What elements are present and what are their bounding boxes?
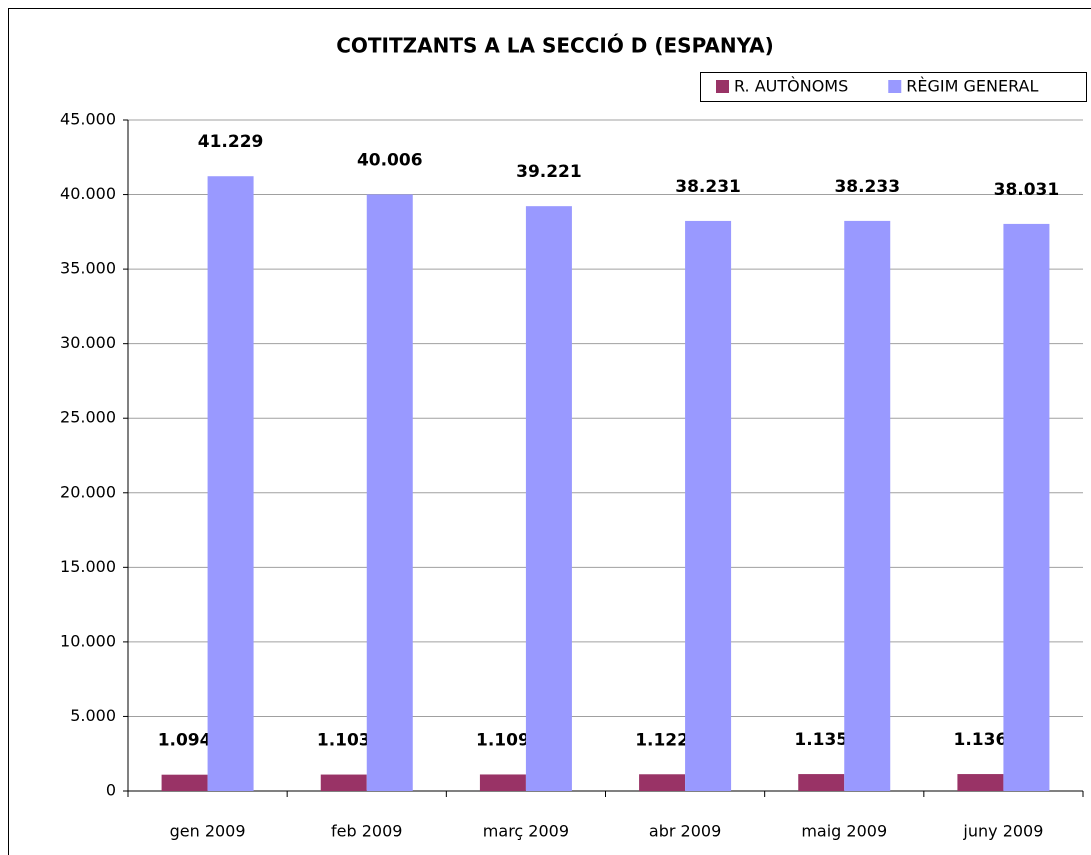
legend-label: R. AUTÒNOMS (734, 77, 848, 96)
y-tick-label: 35.000 (60, 259, 116, 278)
data-label: 1.122 (635, 730, 689, 750)
y-tick-label: 0 (106, 781, 116, 800)
chart-title: COTITZANTS A LA SECCIÓ D (ESPANYA) (336, 34, 774, 58)
legend-swatch (716, 80, 729, 93)
y-tick-label: 10.000 (60, 631, 116, 650)
y-tick-label: 25.000 (60, 408, 116, 427)
bar (685, 220, 732, 792)
bar (957, 774, 1004, 791)
data-label: 40.006 (357, 150, 423, 170)
y-tick-label: 5.000 (70, 706, 116, 725)
bar (798, 774, 845, 791)
bar (844, 220, 891, 791)
x-tick-label: gen 2009 (170, 822, 246, 841)
x-tick-label: juny 2009 (962, 822, 1043, 841)
legend-swatch (888, 80, 902, 93)
data-label: 1.094 (158, 731, 212, 751)
bar (366, 194, 413, 792)
bar (479, 774, 526, 791)
data-label: 39.221 (516, 162, 582, 182)
y-tick-label: 30.000 (60, 333, 116, 352)
y-tick-label: 20.000 (60, 482, 116, 501)
bar (639, 774, 686, 791)
data-label: 1.109 (476, 730, 530, 750)
bar (161, 774, 208, 791)
bar (207, 176, 254, 791)
data-label: 1.135 (794, 730, 848, 750)
x-tick-label: març 2009 (483, 822, 569, 841)
bar (1003, 223, 1050, 791)
data-label: 41.229 (198, 132, 264, 152)
x-tick-label: maig 2009 (801, 822, 887, 841)
bar (525, 206, 572, 791)
x-tick-label: feb 2009 (331, 822, 402, 841)
data-label: 38.031 (994, 180, 1060, 200)
y-tick-label: 45.000 (60, 110, 116, 129)
legend-label: RÈGIM GENERAL (906, 77, 1038, 96)
y-tick-label: 15.000 (60, 557, 116, 576)
data-label: 1.103 (317, 731, 371, 751)
bar (320, 774, 367, 791)
y-tick-label: 40.000 (60, 184, 116, 203)
x-tick-label: abr 2009 (649, 822, 721, 841)
data-label: 1.136 (954, 730, 1008, 750)
data-label: 38.231 (675, 177, 741, 197)
data-label: 38.233 (834, 177, 900, 197)
